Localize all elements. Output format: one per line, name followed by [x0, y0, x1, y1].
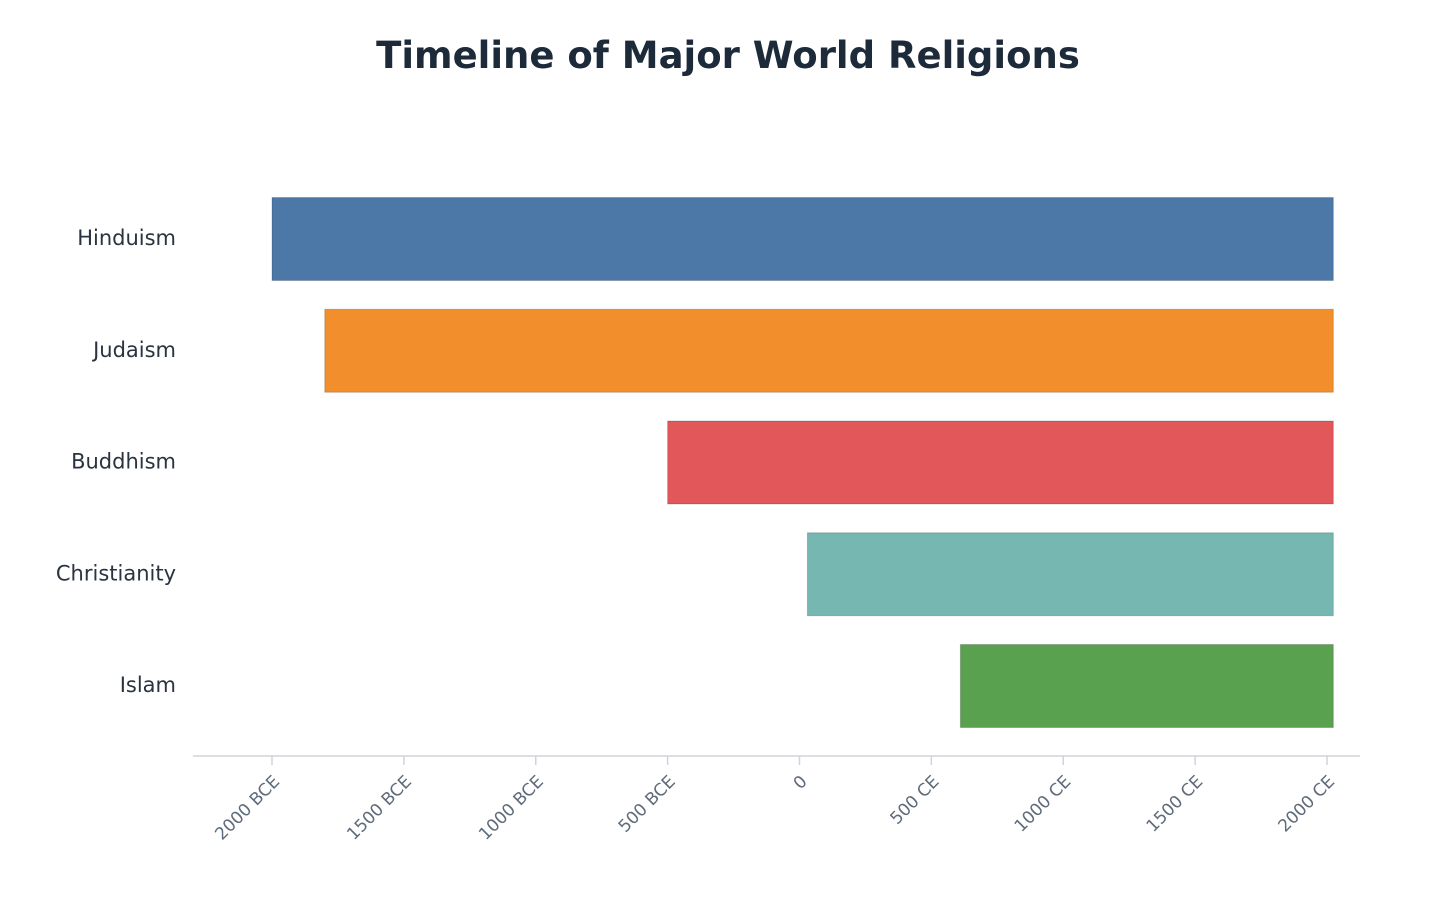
category-label: Buddhism	[71, 450, 176, 474]
category-label: Hinduism	[77, 226, 176, 250]
category-label: Judaism	[91, 338, 176, 362]
x-tick-label: 1500 CE	[1143, 772, 1208, 837]
x-tick-label: 2000 CE	[1274, 772, 1339, 837]
x-tick-label: 2000 BCE	[211, 772, 284, 845]
x-tick-label: 1000 CE	[1011, 772, 1076, 837]
bar-buddhism	[667, 420, 1334, 505]
x-tick-label: 1500 BCE	[343, 772, 416, 845]
x-tick-label: 0	[790, 772, 812, 794]
chart-title: Timeline of Major World Religions	[376, 34, 1080, 77]
bar-judaism	[324, 308, 1334, 393]
bar-islam	[959, 644, 1334, 728]
category-label: Islam	[120, 673, 176, 697]
bar-christianity	[806, 532, 1334, 617]
x-tick-label: 500 CE	[886, 772, 943, 829]
x-tick-label: 500 BCE	[615, 772, 680, 837]
category-label: Christianity	[56, 561, 176, 585]
x-tick-label: 1000 BCE	[475, 772, 548, 845]
bar-hinduism	[271, 197, 1334, 281]
